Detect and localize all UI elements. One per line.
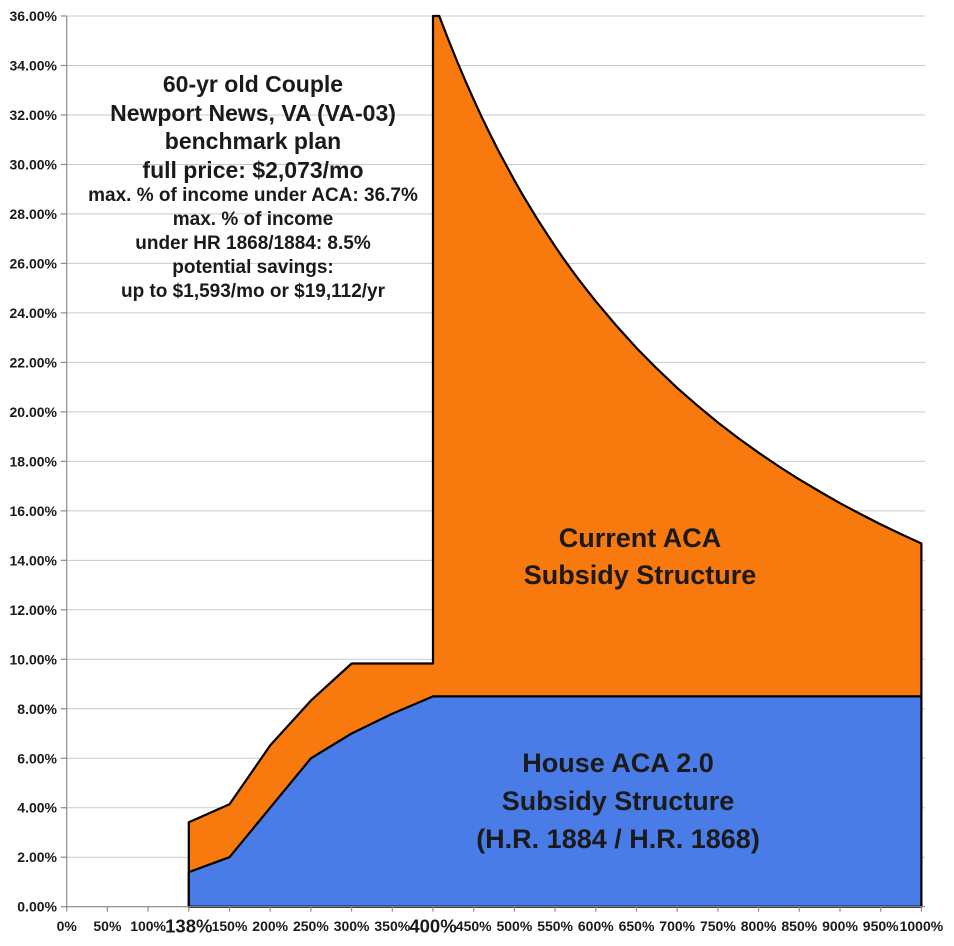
house-series-label-line: House ACA 2.0 <box>522 748 714 778</box>
y-axis-label: 36.00% <box>10 8 58 24</box>
y-axis-label: 18.00% <box>10 453 58 469</box>
x-axis-label: 200% <box>252 918 288 934</box>
annotation-line: 60-yr old Couple <box>162 71 344 97</box>
house-series-label-line: Subsidy Structure <box>501 786 735 816</box>
aca-series-label-line: Subsidy Structure <box>523 560 757 590</box>
x-axis-label: 1000% <box>900 918 944 934</box>
x-axis-label: 650% <box>619 918 655 934</box>
annotation-line: Newport News, VA (VA-03) <box>110 99 396 126</box>
y-axis-label: 16.00% <box>10 503 58 519</box>
y-axis-label: 24.00% <box>10 305 58 321</box>
x-axis-label: 500% <box>496 918 532 934</box>
chart-annotation: 60-yr old Couple Newport News, VA (VA-03… <box>62 70 444 304</box>
y-axis-label: 26.00% <box>10 255 58 271</box>
aca-series-label-line: Current ACA <box>558 523 722 553</box>
x-axis-label: 138% <box>165 916 212 937</box>
y-axis-label: 30.00% <box>10 156 58 172</box>
annotation-line: benchmark plan <box>164 128 342 154</box>
x-axis-label: 950% <box>863 918 899 934</box>
house-series-label-line: (H.R. 1884 / H.R. 1868) <box>476 824 760 854</box>
y-axis-label: 32.00% <box>10 107 58 123</box>
x-axis-label: 750% <box>700 918 736 934</box>
annotation-line: potential savings: <box>172 257 334 278</box>
annotation-line: full price: $2,073/mo <box>142 156 364 183</box>
y-axis-label: 12.00% <box>10 602 58 618</box>
y-axis-label: 4.00% <box>17 800 57 816</box>
x-axis-label: 700% <box>659 918 695 934</box>
y-axis-label: 20.00% <box>10 404 58 420</box>
x-axis-label: 800% <box>741 918 777 934</box>
annotation-line: under HR 1868/1884: 8.5% <box>135 233 371 254</box>
x-axis-label: 250% <box>293 918 329 934</box>
annotation-line: up to $1,593/mo or $19,112/yr <box>120 281 386 302</box>
y-axis-label: 6.00% <box>17 750 57 766</box>
x-axis-label: 150% <box>212 918 248 934</box>
y-axis-label: 8.00% <box>17 701 57 717</box>
y-axis-label: 28.00% <box>10 206 58 222</box>
x-axis-label: 100% <box>130 918 166 934</box>
aca-series-label: Current ACA Subsidy Structure <box>470 520 810 594</box>
annotation-line: max. % of income <box>172 209 334 230</box>
x-axis-label: 900% <box>822 918 858 934</box>
x-axis-label: 50% <box>93 918 122 934</box>
x-axis-label: 600% <box>578 918 614 934</box>
y-axis-label: 10.00% <box>10 651 58 667</box>
y-axis-label: 0.00% <box>17 899 57 915</box>
y-axis-label: 34.00% <box>10 57 58 73</box>
x-axis-label: 400% <box>409 916 456 937</box>
y-axis-label: 14.00% <box>10 552 58 568</box>
x-axis-label: 350% <box>374 918 410 934</box>
x-axis-label: 850% <box>781 918 817 934</box>
y-axis-label: 22.00% <box>10 354 58 370</box>
annotation-line: max. % of income under ACA: 36.7% <box>88 185 418 206</box>
x-axis-label: 550% <box>537 918 573 934</box>
x-axis-label: 300% <box>334 918 370 934</box>
x-axis-label: 0% <box>57 918 78 934</box>
house-series-label: House ACA 2.0 Subsidy Structure (H.R. 18… <box>418 744 818 858</box>
x-axis-label: 450% <box>456 918 492 934</box>
aca-area <box>187 14 923 908</box>
y-axis-label: 2.00% <box>17 849 57 865</box>
